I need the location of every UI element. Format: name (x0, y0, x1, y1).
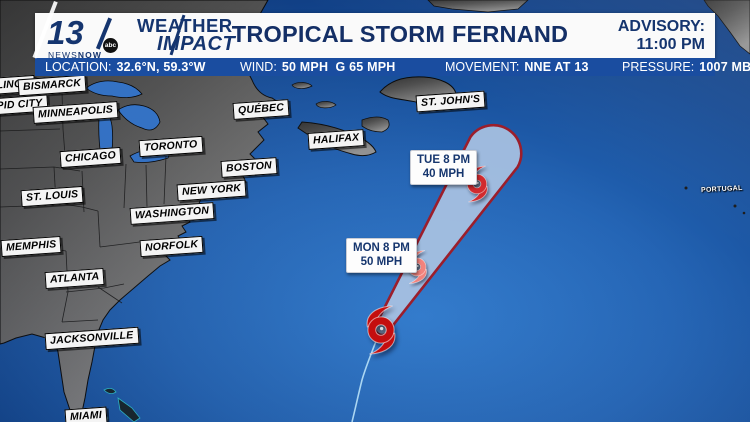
weather-impact-bottom: IMPACT (157, 33, 236, 55)
stat-value: 50 MPH G 65 MPH (281, 60, 396, 74)
stat-movement: MOVEMENT: NNE AT 13 (445, 58, 589, 76)
stat-value: 1007 MB (699, 60, 750, 74)
forecast-wind: 50 MPH (360, 255, 403, 268)
city-label-miami: MIAMI (64, 406, 108, 422)
newsnow-wordmark: NEWSNOW (48, 50, 102, 60)
past-track-line (351, 335, 379, 422)
station-number: 13 (47, 14, 84, 51)
weather-impact-top: WEATHER (137, 15, 233, 36)
advisory-block: ADVISORY: 11:00 PM (618, 18, 705, 55)
forecast-point-label-tuesday: TUE 8 PM 40 MPH (410, 150, 478, 186)
stat-wind: WIND: 50 MPH G 65 MPH (240, 58, 395, 76)
stat-label: PRESSURE: (622, 60, 695, 74)
stat-label: LOCATION: (45, 60, 112, 74)
newsnow-bold: NOW (77, 50, 102, 60)
forecast-time: MON 8 PM (353, 242, 410, 254)
stat-location: LOCATION: 32.6°N, 59.3°W (45, 58, 206, 76)
header-band: 13 abc NEWSNOW WEATHER IMPACT TROPICAL S… (35, 13, 715, 60)
stat-label: WIND: (240, 60, 277, 74)
station-logo: 13 abc NEWSNOW WEATHER IMPACT (45, 13, 255, 60)
stat-pressure: PRESSURE: 1007 MB (622, 58, 750, 76)
forecast-wind: 40 MPH (422, 167, 465, 180)
advisory-label: ADVISORY: (617, 18, 705, 35)
advisory-time: 11:00 PM (636, 36, 705, 54)
newsnow-regular: NEWS (48, 50, 78, 60)
stat-label: MOVEMENT: (445, 60, 520, 74)
stat-value: NNE AT 13 (524, 60, 589, 74)
storm-title: TROPICAL STORM FERNAND (231, 21, 569, 47)
forecast-time: TUE 8 PM (417, 154, 471, 166)
abc-network-icon: abc (103, 38, 118, 53)
forecast-point-label-monday: MON 8 PM 50 MPH (346, 238, 417, 274)
storm-stats-bar: LOCATION: 32.6°N, 59.3°W WIND: 50 MPH G … (35, 58, 750, 76)
stat-value: 32.6°N, 59.3°W (116, 60, 206, 74)
